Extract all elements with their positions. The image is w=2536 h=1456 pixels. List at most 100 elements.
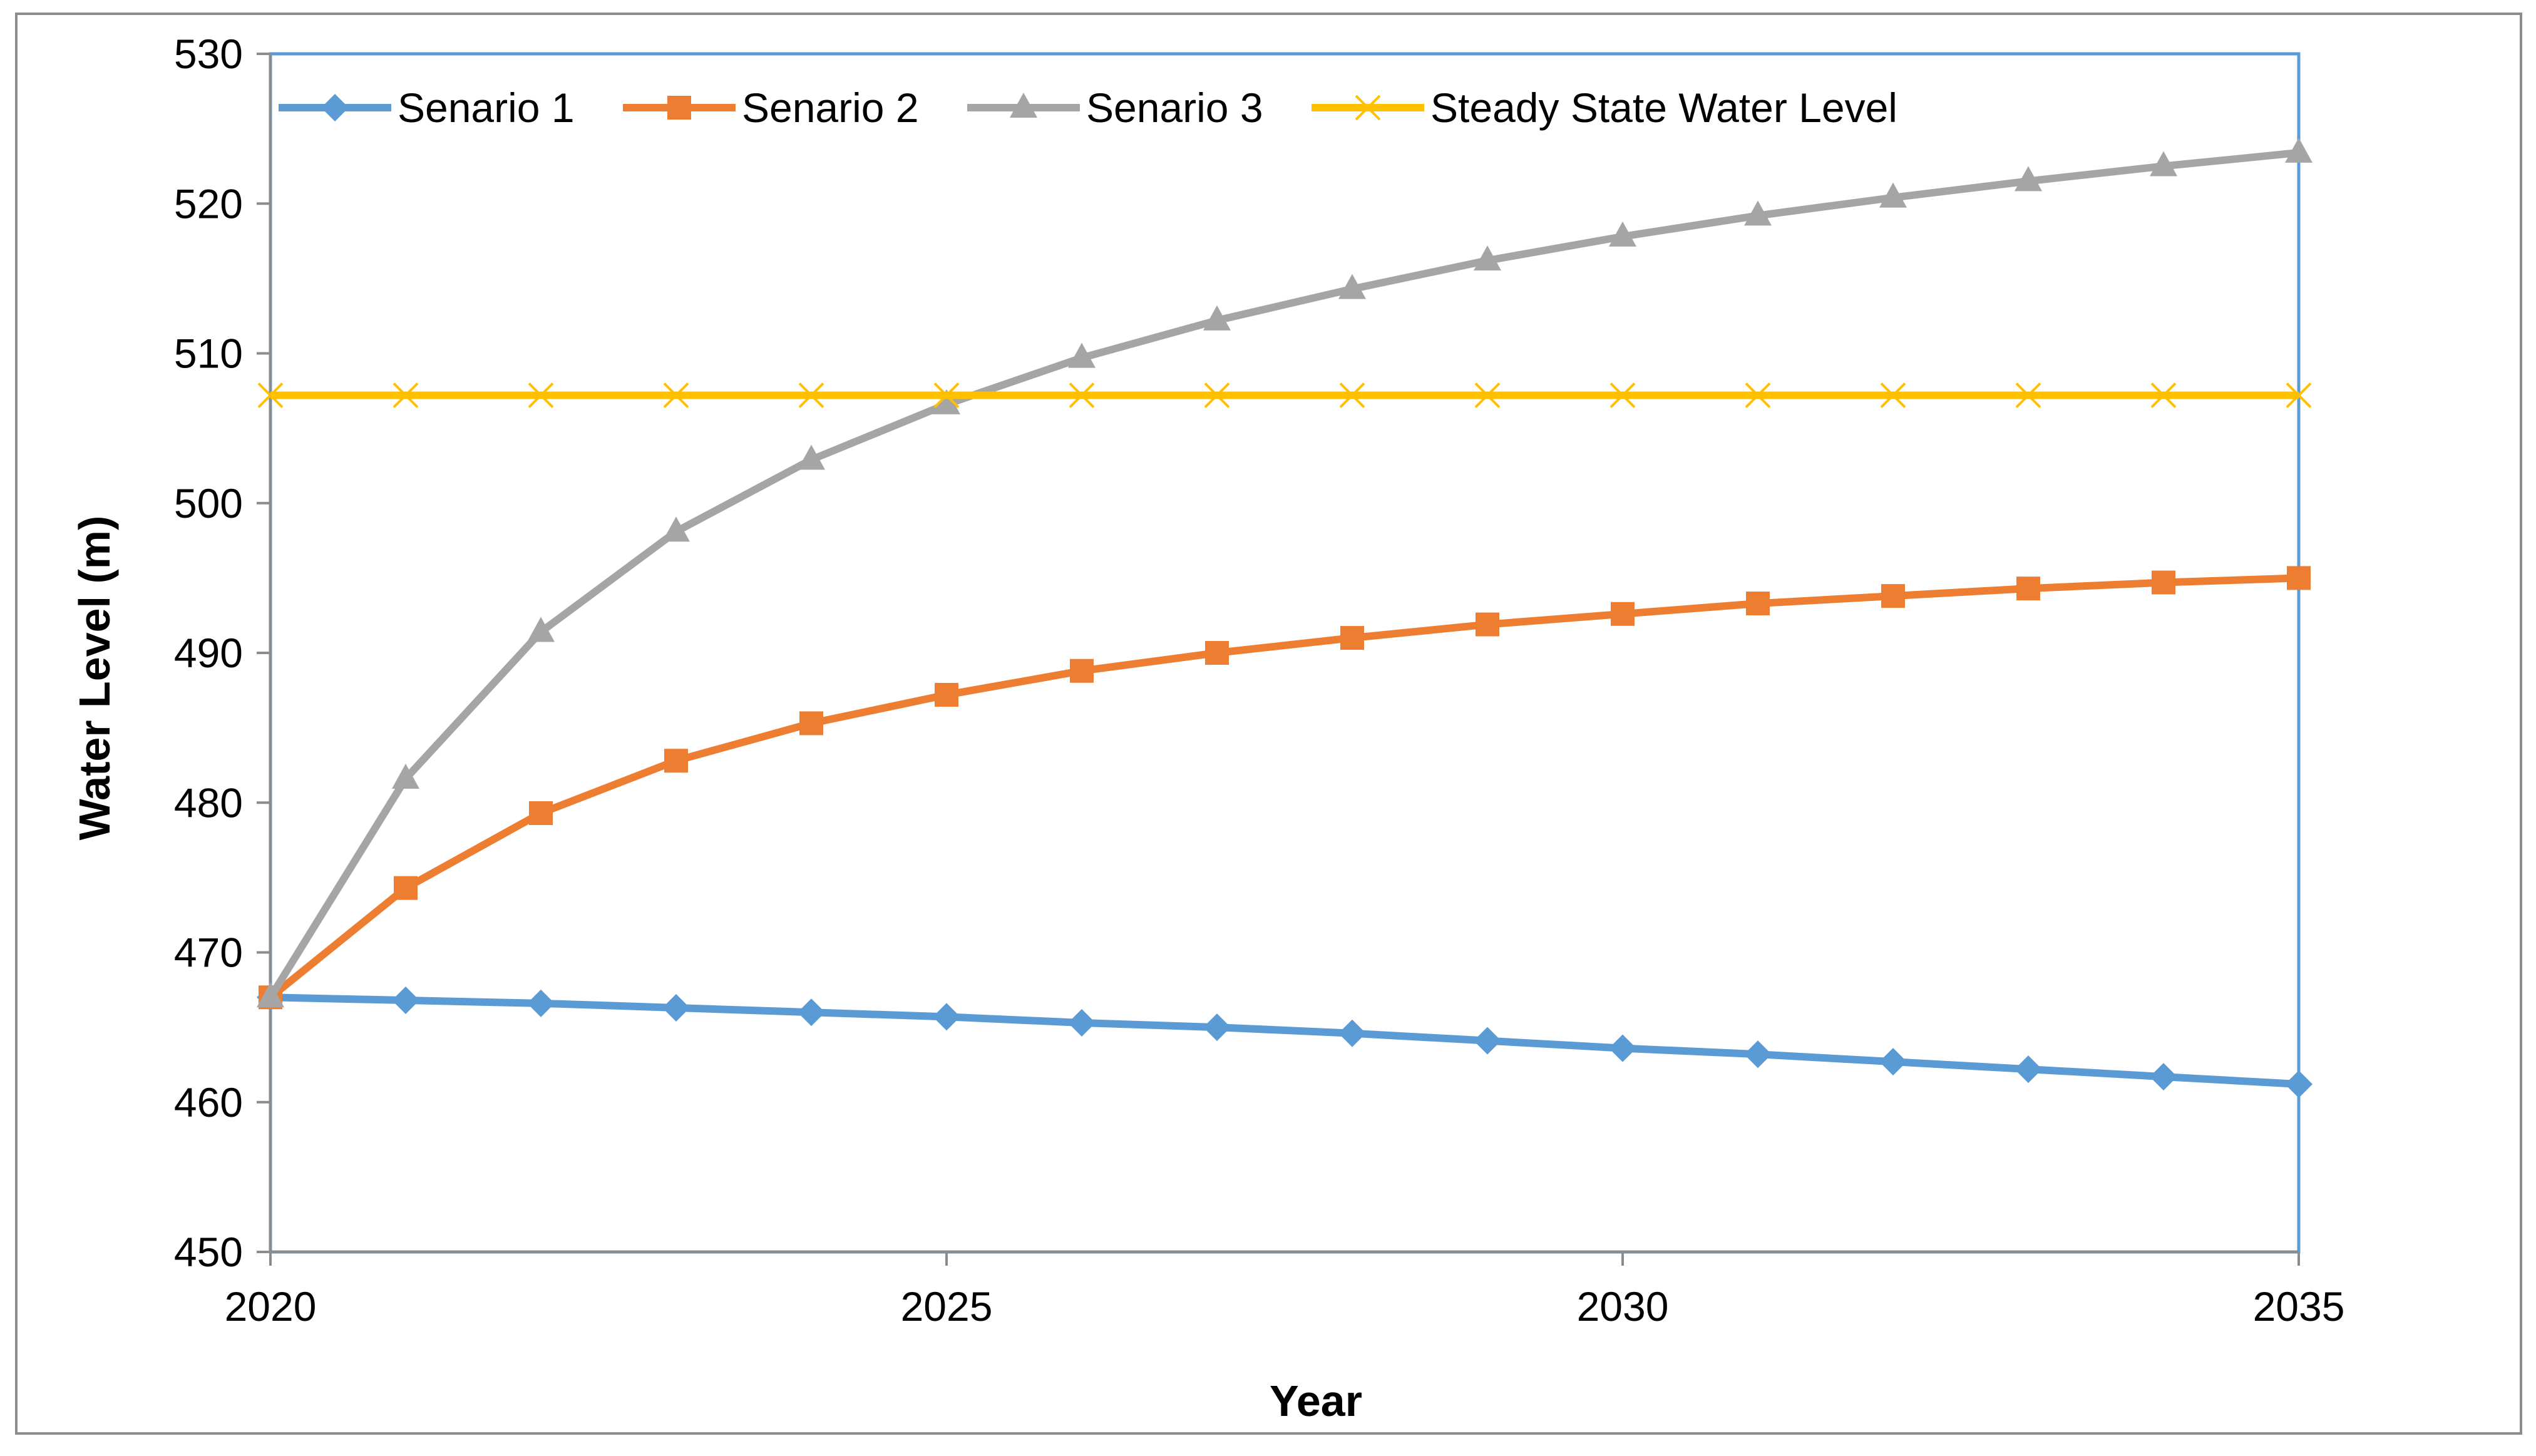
y-tick-label: 480 (174, 779, 243, 826)
y-axis: 450 460 470 480 490 500 510 520 530 (174, 31, 272, 1275)
data-point (662, 994, 690, 1022)
data-point (2285, 1070, 2313, 1099)
data-point (528, 382, 554, 408)
legend-label: Senario 1 (398, 85, 575, 131)
legend-swatch-marker (1010, 93, 1037, 118)
data-point (1203, 305, 1231, 331)
data-point (1068, 1008, 1096, 1037)
y-tick-label: 520 (174, 180, 243, 227)
legend-item: Senario 2 (623, 85, 919, 131)
x-tick-label: 2020 (225, 1283, 317, 1330)
x-tick-label: 2025 (901, 1283, 993, 1330)
data-point (392, 987, 419, 1015)
legend-label: Senario 3 (1086, 85, 1263, 131)
plot-area (269, 52, 2301, 1254)
data-point (392, 763, 419, 789)
data-point (2287, 566, 2311, 590)
y-tick-label: 500 (174, 480, 243, 526)
series-line (267, 148, 2299, 1000)
data-point (1069, 382, 1095, 408)
data-point (662, 516, 690, 542)
data-point (1611, 602, 1635, 626)
data-point (1205, 641, 1229, 665)
x-tick-label: 2035 (2253, 1283, 2345, 1330)
x-axis: 2020 2025 2030 2035 (225, 1251, 2345, 1330)
data-point (1474, 1027, 1501, 1055)
data-point (527, 617, 555, 642)
data-point (798, 444, 825, 470)
data-point (1879, 1048, 1907, 1076)
data-point (394, 876, 418, 900)
legend-swatch-marker (321, 94, 349, 121)
data-point (2015, 166, 2042, 192)
data-point (2152, 570, 2175, 595)
data-point (798, 998, 825, 1027)
data-point (1068, 342, 1096, 368)
data-point (257, 982, 284, 1008)
data-point (1609, 382, 1636, 408)
y-tick-label: 490 (174, 630, 243, 676)
data-point (1338, 1019, 1366, 1047)
legend: Senario 1 Senario 2 Senario 3 Steady State … (279, 85, 1897, 131)
data-point (393, 382, 419, 408)
series-line (268, 574, 2299, 1000)
y-tick-label: 530 (174, 31, 243, 77)
data-point (1744, 200, 1772, 226)
data-point (933, 389, 960, 414)
legend-item: Steady State Water Level (1312, 85, 1897, 131)
legend-label: Steady State Water Level (1430, 85, 1897, 131)
series-line (270, 993, 2299, 1089)
data-point (1474, 382, 1501, 408)
y-tick-label: 510 (174, 331, 243, 377)
data-point (933, 1003, 960, 1031)
data-point (1070, 659, 1094, 683)
data-point (529, 801, 553, 825)
data-point (933, 382, 960, 408)
data-point (1609, 1034, 1636, 1062)
data-point (2150, 151, 2177, 177)
data-point (1339, 382, 1365, 408)
series-2 (259, 566, 2311, 1010)
data-point (664, 749, 688, 773)
data-point (1204, 382, 1230, 408)
data-point (1745, 382, 1771, 408)
data-point (1609, 221, 1636, 247)
data-point (2016, 577, 2040, 601)
data-point (1744, 1040, 1772, 1069)
y-tick-label: 460 (174, 1079, 243, 1125)
data-point (935, 682, 958, 707)
legend-swatch-marker (667, 96, 691, 120)
y-axis-title: Water Level (m) (70, 516, 119, 841)
data-point (2150, 1063, 2177, 1091)
data-point (798, 382, 824, 408)
series-3 (257, 137, 2313, 1008)
data-point (1881, 584, 1905, 608)
legend-item: Senario 1 (279, 85, 575, 131)
y-tick-label: 450 (174, 1229, 243, 1275)
series-layer (257, 137, 2313, 1099)
data-point (2015, 1055, 2042, 1084)
data-point (1746, 592, 1770, 616)
data-point (2150, 382, 2177, 408)
data-point (257, 382, 284, 408)
data-point (1474, 245, 1501, 271)
data-point (2285, 137, 2313, 163)
data-point (2015, 382, 2041, 408)
data-point (1879, 182, 1907, 208)
legend-label: Senario 2 (742, 85, 919, 131)
data-point (1880, 382, 1906, 408)
data-point (1338, 274, 1366, 299)
y-tick-label: 470 (174, 930, 243, 976)
series-4 (257, 382, 2312, 408)
x-axis-title: Year (1270, 1377, 1362, 1425)
data-point (663, 382, 689, 408)
data-point (1340, 626, 1364, 650)
data-point (1203, 1013, 1231, 1042)
legend-swatch-marker (1355, 95, 1381, 121)
x-tick-label: 2030 (1577, 1283, 1669, 1330)
data-point (1476, 612, 1499, 637)
data-point (527, 989, 555, 1017)
legend-item: Senario 3 (967, 85, 1263, 131)
